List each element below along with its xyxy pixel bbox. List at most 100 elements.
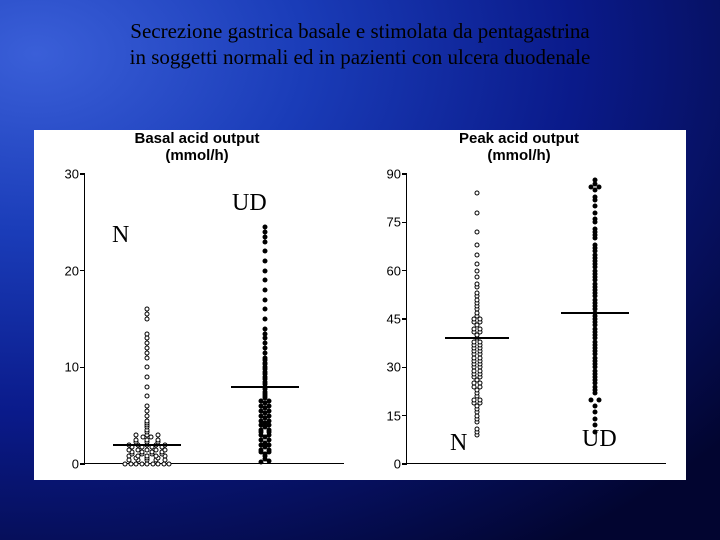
data-point xyxy=(145,394,150,399)
annotation-n-right: N xyxy=(450,430,467,457)
y-tick-mark xyxy=(80,173,85,174)
median-line xyxy=(561,312,629,314)
data-point xyxy=(263,350,268,355)
data-point xyxy=(593,404,598,409)
y-tick-mark xyxy=(402,463,407,464)
data-point xyxy=(145,413,150,418)
data-point xyxy=(593,226,598,231)
y-tick-mark xyxy=(402,367,407,368)
y-tick-mark xyxy=(402,415,407,416)
data-point xyxy=(167,462,172,467)
data-point xyxy=(263,355,268,360)
y-tick-mark xyxy=(402,270,407,271)
data-point xyxy=(156,433,161,438)
data-point xyxy=(156,437,161,442)
data-point xyxy=(593,242,598,247)
chart-peak: Peak acid output (mmol/h) 0153045607590 … xyxy=(364,130,674,480)
data-point xyxy=(263,230,268,235)
chart-basal-title: Basal acid output (mmol/h) xyxy=(42,130,352,164)
data-point xyxy=(263,268,268,273)
chart-basal-title1: Basal acid output xyxy=(134,130,259,147)
data-point xyxy=(593,204,598,209)
data-point xyxy=(475,291,480,296)
data-point xyxy=(593,410,598,415)
data-point xyxy=(145,384,150,389)
data-point xyxy=(475,210,480,215)
data-point xyxy=(263,297,268,302)
data-point xyxy=(145,336,150,341)
data-point xyxy=(475,281,480,286)
data-point xyxy=(593,416,598,421)
data-point xyxy=(145,307,150,312)
annotation-ud-right: UD xyxy=(582,426,617,453)
data-point xyxy=(593,217,598,222)
data-point xyxy=(145,341,150,346)
data-point xyxy=(145,355,150,360)
data-point xyxy=(263,307,268,312)
plot-peak: 0153045607590 xyxy=(406,174,666,464)
data-point xyxy=(263,288,268,293)
data-point xyxy=(145,375,150,380)
title-line-1: Secrezione gastrica basale e stimolata d… xyxy=(130,19,589,43)
data-point xyxy=(475,242,480,247)
median-line xyxy=(113,444,181,446)
data-point xyxy=(263,278,268,283)
data-point xyxy=(145,408,150,413)
data-point xyxy=(145,350,150,355)
data-point xyxy=(263,239,268,244)
slide-title: Secrezione gastrica basale e stimolata d… xyxy=(0,18,720,71)
median-line xyxy=(445,337,509,339)
y-tick-mark xyxy=(402,222,407,223)
annotation-ud-left: UD xyxy=(232,190,267,217)
y-tick-mark xyxy=(80,270,85,271)
chart-basal: Basal acid output (mmol/h) 0102030 N UD xyxy=(42,130,352,480)
data-point xyxy=(145,317,150,322)
data-point xyxy=(154,447,159,452)
data-point xyxy=(475,262,480,267)
data-point xyxy=(475,230,480,235)
data-point xyxy=(589,397,594,402)
data-point xyxy=(593,210,598,215)
data-point xyxy=(145,312,150,317)
data-point xyxy=(134,437,139,442)
median-line xyxy=(231,386,299,388)
data-point xyxy=(593,194,598,199)
chart-peak-title1: Peak acid output xyxy=(459,130,579,147)
data-point xyxy=(263,336,268,341)
data-point xyxy=(475,252,480,257)
data-point xyxy=(145,404,150,409)
data-point xyxy=(263,331,268,336)
plot-basal: 0102030 xyxy=(84,174,344,464)
data-point xyxy=(593,178,598,183)
data-point xyxy=(263,225,268,230)
data-point xyxy=(475,191,480,196)
data-point xyxy=(145,365,150,370)
data-point xyxy=(263,234,268,239)
data-point xyxy=(263,346,268,351)
y-tick-mark xyxy=(80,367,85,368)
y-tick-mark xyxy=(80,463,85,464)
chart-peak-title: Peak acid output (mmol/h) xyxy=(364,130,674,164)
data-point xyxy=(263,259,268,264)
data-point xyxy=(475,268,480,273)
y-tick-mark xyxy=(402,173,407,174)
chart-panel: Basal acid output (mmol/h) 0102030 N UD … xyxy=(34,130,686,480)
y-tick-mark xyxy=(402,318,407,319)
data-point xyxy=(145,331,150,336)
data-point xyxy=(154,454,159,459)
data-point xyxy=(139,462,144,467)
title-line-2: in soggetti normali ed in pazienti con u… xyxy=(130,45,591,69)
data-point xyxy=(475,275,480,280)
chart-basal-title2: (mmol/h) xyxy=(165,147,228,164)
data-point xyxy=(596,397,601,402)
annotation-n-left: N xyxy=(112,222,129,249)
data-point xyxy=(134,433,139,438)
data-point xyxy=(145,418,150,423)
data-point xyxy=(263,317,268,322)
data-point xyxy=(263,341,268,346)
data-point xyxy=(475,426,480,431)
data-point xyxy=(263,249,268,254)
chart-peak-title2: (mmol/h) xyxy=(487,147,550,164)
data-point xyxy=(145,346,150,351)
data-point xyxy=(263,326,268,331)
